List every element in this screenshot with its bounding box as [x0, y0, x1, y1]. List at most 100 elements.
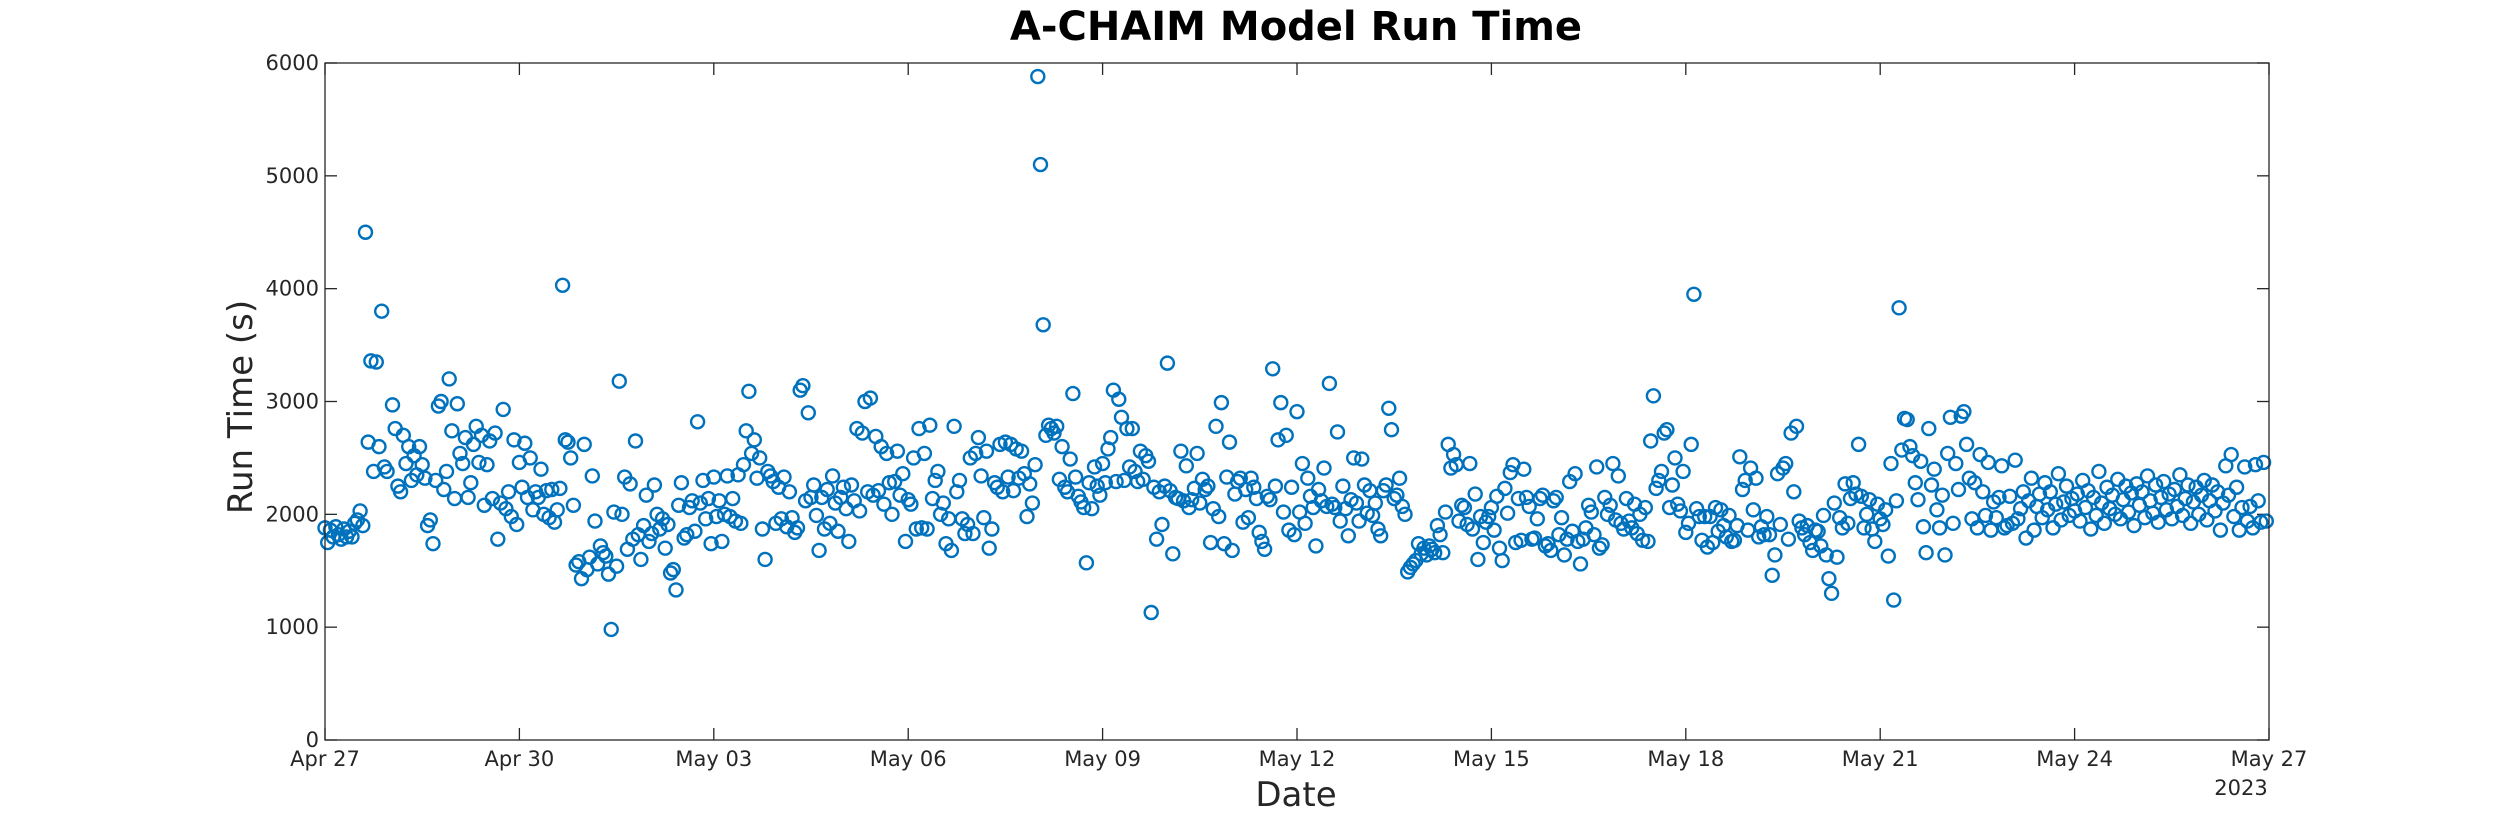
data-point: [1510, 490, 1527, 507]
data-point: [2207, 503, 2223, 519]
data-point: [1791, 513, 1807, 529]
data-point: [2196, 472, 2212, 489]
data-point: [1680, 515, 1697, 532]
data-point: [371, 438, 387, 455]
data-point: [951, 472, 968, 489]
data-point: [1526, 530, 1543, 546]
data-point: [689, 414, 706, 430]
data-point: [595, 544, 611, 561]
data-point: [2139, 468, 2156, 484]
data-point: [1910, 491, 1926, 508]
data-point: [1048, 418, 1065, 435]
x-axis-label: Date: [1255, 775, 1336, 815]
data-point: [1067, 469, 1084, 485]
data-point: [2150, 514, 2167, 530]
data-point: [1956, 403, 1972, 420]
data-point: [1883, 455, 1899, 472]
data-point: [1054, 438, 1070, 455]
data-point: [1289, 403, 1305, 420]
data-point: [1065, 385, 1081, 402]
data-point: [1370, 521, 1386, 537]
data-point: [1777, 455, 1794, 472]
data-point: [1097, 475, 1114, 491]
data-point: [692, 495, 708, 511]
data-point: [1937, 547, 1953, 563]
data-point: [433, 393, 449, 410]
data-point: [1667, 450, 1683, 466]
data-point: [1143, 604, 1159, 621]
data-point: [1154, 516, 1170, 533]
data-point: [1931, 520, 1948, 536]
data-point: [1475, 534, 1492, 551]
data-point: [1148, 531, 1165, 547]
data-point: [1921, 420, 1937, 437]
data-point: [1756, 526, 1772, 543]
data-point: [1108, 473, 1124, 490]
data-point: [2083, 521, 2099, 537]
data-point: [446, 490, 463, 507]
data-point: [1494, 552, 1510, 569]
data-point: [1867, 533, 1883, 550]
data-point: [1950, 481, 1967, 498]
data-point: [1456, 499, 1473, 516]
data-point: [841, 533, 857, 550]
data-point: [633, 551, 649, 568]
data-point: [471, 454, 487, 471]
x-tick-label: Apr 30: [485, 747, 555, 771]
data-point: [703, 535, 719, 552]
data-point: [2236, 459, 2253, 475]
data-point: [2255, 454, 2272, 471]
data-point: [2058, 478, 2075, 494]
data-point: [1329, 424, 1346, 440]
data-point: [1664, 477, 1681, 493]
data-point: [1737, 472, 1753, 489]
data-point: [1875, 516, 1891, 533]
data-point: [1210, 508, 1227, 525]
data-point: [422, 512, 438, 528]
data-point: [889, 443, 906, 459]
data-point: [1656, 425, 1672, 441]
data-point: [897, 533, 914, 550]
data-point: [1111, 391, 1127, 407]
data-point: [1251, 524, 1267, 541]
data-point: [1688, 500, 1705, 517]
data-point: [1324, 496, 1340, 512]
data-point: [1165, 546, 1181, 562]
data-point: [2180, 477, 2196, 493]
data-point: [746, 432, 762, 448]
data-point: [2018, 530, 2034, 546]
data-point: [463, 475, 479, 491]
data-point: [662, 565, 679, 581]
data-point: [1975, 484, 1991, 500]
data-point: [1327, 499, 1343, 516]
data-point: [455, 455, 471, 472]
data-point: [1094, 455, 1111, 472]
data-point: [1850, 436, 1867, 453]
data-point: [1586, 526, 1602, 543]
data-point: [379, 463, 395, 480]
data-point: [479, 456, 495, 473]
data-point: [563, 450, 579, 466]
data-point: [1591, 540, 1608, 556]
data-point: [687, 523, 703, 539]
data-point: [1470, 551, 1486, 568]
data-point: [1880, 548, 1897, 564]
data-point: [2220, 487, 2237, 503]
data-point: [884, 506, 900, 523]
data-point: [1516, 461, 1532, 477]
data-point: [1829, 549, 1845, 565]
data-point: [819, 481, 835, 498]
data-point: [357, 224, 374, 240]
data-point: [1119, 420, 1135, 437]
data-point: [725, 490, 741, 507]
data-point: [1721, 507, 1737, 524]
data-point: [600, 566, 617, 582]
data-point: [1726, 532, 1743, 548]
data-point: [1548, 489, 1564, 506]
data-point: [1397, 506, 1413, 523]
data-point: [1019, 508, 1035, 525]
x-tick-label: May 18: [1647, 747, 1724, 771]
data-point: [1062, 451, 1078, 467]
data-point: [2050, 466, 2067, 482]
data-point: [522, 450, 538, 466]
